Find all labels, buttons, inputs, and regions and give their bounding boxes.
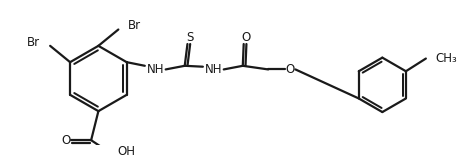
Text: S: S [186, 31, 194, 44]
Text: OH: OH [117, 145, 135, 158]
Text: NH: NH [205, 63, 222, 76]
Text: CH₃: CH₃ [435, 52, 457, 65]
Text: Br: Br [128, 19, 141, 32]
Text: O: O [285, 63, 294, 76]
Text: O: O [61, 134, 70, 147]
Text: Br: Br [27, 36, 40, 49]
Text: NH: NH [147, 63, 164, 76]
Text: O: O [242, 31, 251, 44]
